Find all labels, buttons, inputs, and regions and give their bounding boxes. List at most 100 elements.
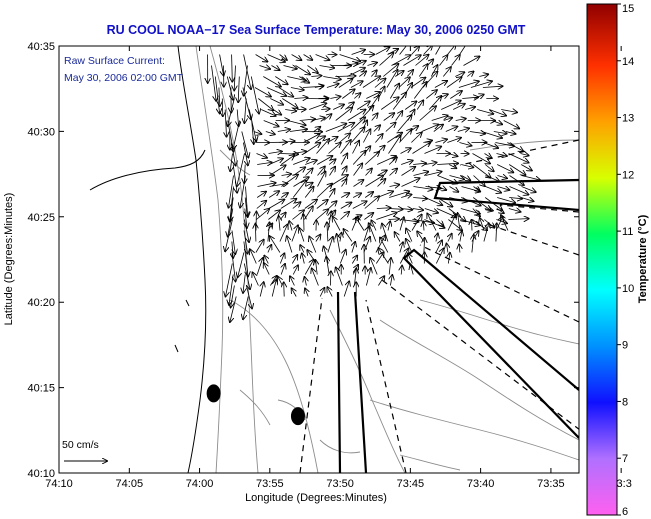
- x-tick-label: 74:05: [116, 478, 144, 490]
- current-vector: [315, 136, 325, 143]
- scale-arrow: 50 cm/s: [62, 439, 107, 461]
- current-vector: [370, 258, 378, 275]
- current-vector: [461, 175, 471, 181]
- current-vector: [313, 127, 321, 132]
- current-vector: [484, 154, 492, 158]
- current-vector: [291, 255, 297, 264]
- current-vector: [340, 212, 349, 220]
- annotation-line-2: May 30, 2006 02:00 GMT: [64, 72, 184, 84]
- colorbar-tick-label: 6: [622, 506, 628, 518]
- current-vector: [521, 175, 541, 181]
- current-vector: [363, 129, 370, 143]
- current-vector: [317, 172, 326, 187]
- current-vector: [311, 76, 321, 77]
- current-vector: [427, 214, 437, 231]
- current-vector: [289, 221, 292, 231]
- current-vector: [388, 209, 403, 210]
- current-vector: [280, 199, 297, 209]
- current-vector: [232, 164, 237, 193]
- current-vector: [377, 179, 386, 187]
- current-vector: [388, 219, 399, 220]
- current-vector: [272, 109, 281, 115]
- current-vector: [439, 55, 448, 66]
- current-vector: [238, 252, 245, 278]
- current-vector: [246, 285, 252, 309]
- current-vector: [508, 164, 525, 176]
- current-vector: [336, 268, 343, 286]
- current-vector: [240, 175, 246, 208]
- current-vector: [397, 115, 412, 132]
- current-vector: [389, 191, 409, 198]
- current-vector: [316, 209, 328, 220]
- current-vector: [337, 234, 340, 253]
- current-vector: [283, 66, 297, 69]
- current-vector: [352, 141, 360, 154]
- current-vector: [480, 218, 485, 231]
- current-vector: [304, 187, 313, 198]
- current-vector: [337, 123, 354, 132]
- current-vector: [406, 229, 413, 242]
- current-vector: [448, 253, 450, 264]
- current-vector: [327, 222, 328, 242]
- current-vector: [257, 183, 276, 187]
- x-tick-label: 73:50: [326, 478, 354, 490]
- current-vector: [341, 193, 349, 197]
- current-vector: [327, 237, 333, 253]
- current-vector: [228, 208, 234, 237]
- colorbar-tick-label: 11: [622, 226, 633, 238]
- current-vector: [424, 208, 438, 213]
- current-vector: [489, 109, 506, 116]
- current-vector: [291, 225, 298, 242]
- y-tick-label: 40:25: [27, 212, 55, 224]
- current-vector: [497, 176, 507, 179]
- current-vector: [398, 77, 410, 88]
- current-vector: [507, 142, 523, 152]
- current-vector: [407, 70, 413, 77]
- current-vector: [435, 249, 443, 264]
- current-vector: [317, 156, 332, 165]
- current-vector: [481, 131, 502, 138]
- current-vector: [482, 86, 503, 87]
- colorbar-tick-label: 9: [622, 340, 628, 352]
- current-vector: [243, 263, 250, 290]
- current-vector: [465, 107, 475, 110]
- current-vector: [211, 65, 217, 101]
- current-vector: [290, 88, 304, 91]
- current-vector: [425, 172, 442, 176]
- current-vector: [446, 77, 462, 88]
- current-vector: [261, 109, 275, 116]
- current-vector: [389, 169, 398, 176]
- current-vector: [319, 66, 335, 69]
- current-vector: [294, 98, 307, 99]
- current-vector: [323, 77, 341, 80]
- current-vector: [415, 55, 429, 66]
- x-tick-label: 73:55: [256, 478, 284, 490]
- current-vector: [413, 187, 433, 190]
- current-vector: [238, 76, 239, 103]
- current-vector: [225, 219, 233, 252]
- current-vector: [399, 249, 408, 264]
- current-vector: [472, 235, 474, 253]
- current-vector: [303, 134, 319, 143]
- current-vector: [419, 106, 436, 121]
- current-vector: [256, 192, 266, 198]
- current-vector: [309, 237, 317, 253]
- current-vector: [365, 169, 372, 176]
- current-vector: [256, 209, 269, 220]
- current-vector: [362, 76, 380, 88]
- x-tick-label: 73:45: [397, 478, 425, 490]
- current-vector: [501, 110, 517, 113]
- y-tick-label: 40:35: [27, 41, 55, 53]
- current-vector: [252, 120, 254, 144]
- current-vector: [226, 263, 233, 297]
- current-vector: [321, 109, 329, 110]
- current-vector: [256, 201, 266, 209]
- current-vector: [299, 119, 315, 121]
- beam-dashed-left: [299, 297, 407, 473]
- current-vector: [423, 46, 433, 55]
- current-vector: [459, 143, 471, 146]
- current-vector: [280, 155, 294, 165]
- current-vector: [425, 163, 436, 165]
- current-vector: [501, 215, 509, 231]
- current-vector: [315, 54, 330, 61]
